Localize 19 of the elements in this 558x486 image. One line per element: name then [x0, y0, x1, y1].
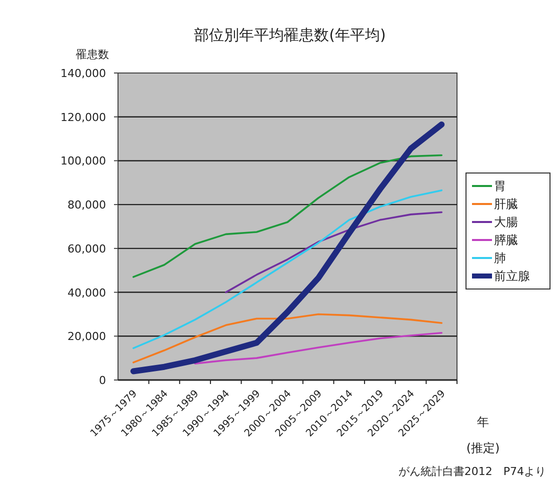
legend-label: 肺: [494, 251, 506, 265]
legend-label: 膵臓: [494, 233, 518, 247]
y-axis-title: 罹患数: [75, 48, 109, 61]
x-axis-title: 年: [477, 415, 489, 429]
y-tick-label: 40,000: [68, 286, 106, 300]
y-tick-label: 60,000: [68, 242, 106, 256]
text: がん統計白書2012 P74より: [398, 465, 546, 478]
y-tick-label: 140,000: [60, 67, 106, 80]
chart-title: 部位別年平均罹患数(年平均): [194, 26, 386, 44]
legend-label: 肝臓: [494, 197, 518, 211]
legend-label: 胃: [494, 179, 506, 193]
y-tick-label: 100,000: [60, 154, 106, 168]
y-tick-label: 120,000: [60, 110, 106, 124]
y-tick-label: 80,000: [68, 198, 106, 212]
y-tick-label: 20,000: [68, 330, 106, 344]
legend-label: 前立腺: [494, 269, 530, 283]
legend-label: 大腸: [494, 215, 518, 229]
text: (推定): [466, 441, 500, 455]
y-tick-label: 0: [99, 374, 106, 387]
